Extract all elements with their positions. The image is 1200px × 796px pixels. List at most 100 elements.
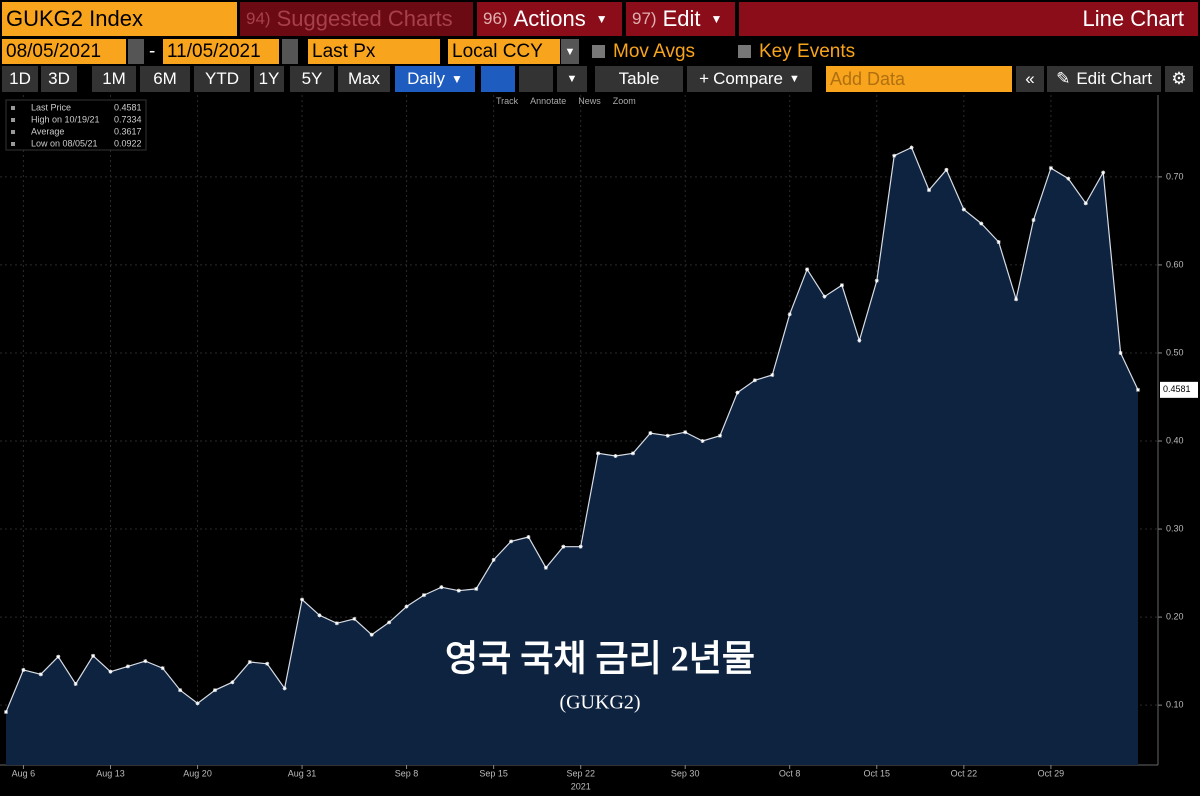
- compare-button[interactable]: + Compare ▼: [687, 66, 812, 92]
- point-marker: [1136, 387, 1140, 392]
- currency-select[interactable]: Local CCY: [448, 39, 560, 64]
- caret: ▼: [595, 12, 608, 26]
- annotation-sub: (GUKG2): [559, 692, 640, 714]
- point-marker: [160, 666, 165, 671]
- last-price-label: 0.4581: [1163, 384, 1191, 394]
- point-marker: [4, 709, 8, 714]
- tool-button[interactable]: Zoom: [612, 96, 636, 106]
- point-marker: [648, 431, 653, 436]
- point-marker: [247, 659, 252, 664]
- table-button[interactable]: Table: [595, 66, 683, 92]
- point-marker: [927, 188, 932, 193]
- actions-menu[interactable]: 96) Actions ▼: [477, 2, 622, 36]
- legend-label: Average: [31, 126, 64, 136]
- field-select[interactable]: Last Px: [308, 39, 440, 64]
- x-tick-label: Sep 8: [395, 768, 419, 778]
- point-marker: [317, 613, 322, 618]
- x-year-label: 2021: [571, 781, 591, 791]
- caret: ▼: [450, 72, 463, 86]
- point-marker: [596, 451, 601, 456]
- period-button[interactable]: YTD: [194, 66, 250, 92]
- edit-chart-button[interactable]: ✎ Edit Chart: [1047, 66, 1161, 92]
- point-marker: [805, 267, 810, 272]
- legend-icon: [11, 106, 15, 110]
- point-marker: [613, 453, 618, 458]
- pencil-icon: ✎: [1056, 69, 1071, 88]
- tool-button[interactable]: Track: [496, 96, 519, 106]
- checkbox[interactable]: [738, 45, 751, 58]
- bar-style-button[interactable]: [519, 66, 553, 92]
- period-button[interactable]: 3D: [41, 66, 77, 92]
- point-marker: [735, 390, 740, 395]
- legend-icon: [11, 118, 15, 122]
- style-dropdown[interactable]: ▼: [557, 66, 587, 92]
- tool-button[interactable]: Annotate: [530, 96, 567, 106]
- area: [6, 147, 1138, 765]
- x-tick-label: Sep 15: [479, 768, 508, 778]
- period-button[interactable]: 1M: [92, 66, 136, 92]
- point-marker: [630, 451, 635, 456]
- label: Mov Avgs: [613, 40, 696, 62]
- legend-value: 0.3617: [114, 126, 142, 136]
- point-marker: [73, 682, 78, 687]
- period-button[interactable]: Max: [338, 66, 390, 92]
- point-marker: [1048, 166, 1053, 171]
- security-field[interactable]: GUKG2 Index: [2, 2, 237, 36]
- y-tick-label: 0.60: [1166, 259, 1184, 269]
- collapse-button[interactable]: «: [1016, 66, 1044, 92]
- point-marker: [996, 240, 1001, 245]
- point-marker: [369, 632, 374, 637]
- edit-menu[interactable]: 97) Edit ▼: [626, 2, 735, 36]
- y-tick-label: 0.20: [1166, 611, 1184, 621]
- x-tick-label: Aug 20: [183, 768, 212, 778]
- point-marker: [683, 430, 688, 435]
- point-marker: [944, 167, 949, 172]
- point-marker: [1031, 218, 1036, 223]
- start-date[interactable]: 08/05/2021: [2, 39, 126, 64]
- period-button[interactable]: 6M: [140, 66, 190, 92]
- legend-label: High on 10/19/21: [31, 114, 100, 124]
- point-marker: [91, 653, 96, 658]
- line-style-button[interactable]: [481, 66, 515, 92]
- x-tick-label: Aug 31: [288, 768, 317, 778]
- legend-label: Last Price: [31, 102, 71, 112]
- y-tick-label: 0.50: [1166, 347, 1184, 357]
- calendar-icon[interactable]: [128, 39, 144, 64]
- checkbox[interactable]: [592, 45, 605, 58]
- frequency-select[interactable]: Daily ▼: [395, 66, 475, 92]
- line: [5, 146, 1139, 713]
- key-events-toggle[interactable]: Key Events: [738, 39, 855, 64]
- label: Edit: [662, 6, 701, 31]
- point-marker: [491, 557, 496, 562]
- point-marker: [787, 312, 792, 317]
- period-button[interactable]: 1Y: [254, 66, 284, 92]
- x-tick-label: Aug 13: [96, 768, 125, 778]
- mov-avgs-toggle[interactable]: Mov Avgs: [592, 39, 695, 64]
- legend-value: 0.0922: [114, 138, 142, 148]
- point-marker: [770, 372, 775, 377]
- suggested-charts[interactable]: 94) Suggested Charts: [240, 2, 473, 36]
- legend-value: 0.7334: [114, 114, 142, 124]
- y-tick-label: 0.10: [1166, 700, 1184, 710]
- point-marker: [56, 654, 61, 659]
- calendar-icon[interactable]: [282, 39, 298, 64]
- plus-icon: +: [699, 69, 710, 88]
- period-button[interactable]: 1D: [2, 66, 38, 92]
- y-tick-label: 0.70: [1166, 171, 1184, 181]
- x-tick-label: Oct 22: [951, 768, 978, 778]
- key: 97): [632, 9, 657, 28]
- period-button[interactable]: 5Y: [290, 66, 334, 92]
- end-date[interactable]: 11/05/2021: [163, 39, 279, 64]
- tool-button[interactable]: News: [578, 96, 601, 106]
- point-marker: [282, 686, 287, 691]
- point-marker: [1083, 201, 1088, 206]
- settings-button[interactable]: ⚙: [1165, 66, 1193, 92]
- dropdown-button[interactable]: ▼: [561, 39, 579, 64]
- x-tick-label: Sep 22: [566, 768, 595, 778]
- point-marker: [892, 153, 897, 158]
- point-marker: [1066, 176, 1071, 181]
- add-data-input[interactable]: Add Data: [826, 66, 1012, 92]
- key: 96): [483, 9, 508, 28]
- point-marker: [38, 672, 43, 677]
- point-marker: [404, 604, 409, 609]
